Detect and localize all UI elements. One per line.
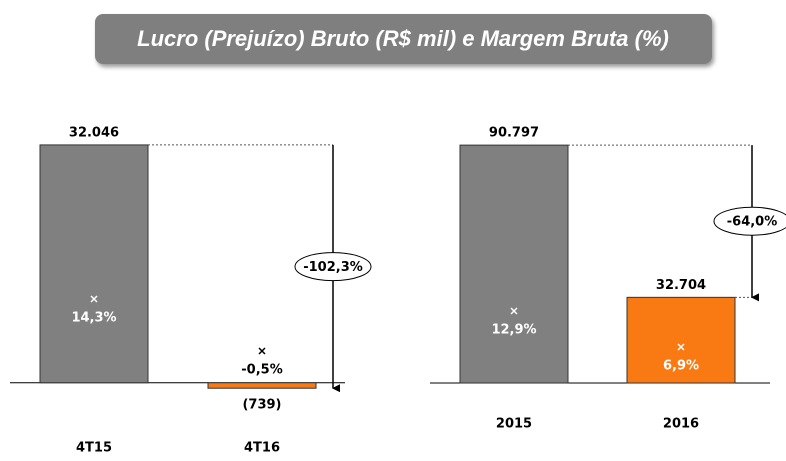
margin-marker — [677, 343, 685, 351]
category-label: 4T16 — [244, 441, 280, 456]
value-label: (739) — [242, 398, 281, 413]
value-label: 90.797 — [489, 126, 539, 141]
category-label: 2015 — [496, 417, 532, 432]
bar — [459, 144, 569, 384]
change-bubble — [294, 252, 372, 282]
margin-label: -0,5% — [241, 363, 282, 378]
title-banner — [95, 14, 712, 64]
category-label: 2016 — [663, 417, 699, 432]
margin-marker — [90, 295, 98, 303]
margin-label: 12,9% — [491, 323, 536, 338]
bar — [39, 144, 149, 384]
change-bubble — [713, 206, 786, 236]
margin-marker — [258, 347, 266, 355]
bar — [626, 296, 736, 384]
margin-marker — [510, 307, 518, 315]
change-label: -102,3% — [303, 260, 363, 275]
chart-title: Lucro (Prejuízo) Bruto (R$ mil) e Margem… — [137, 26, 669, 51]
bar — [207, 382, 317, 389]
value-label: 32.046 — [69, 125, 119, 140]
change-label: -64,0% — [727, 215, 778, 230]
value-label: 32.704 — [656, 278, 706, 293]
margin-label: 6,9% — [663, 359, 699, 374]
margin-label: 14,3% — [71, 311, 116, 326]
category-label: 4T15 — [76, 441, 112, 456]
